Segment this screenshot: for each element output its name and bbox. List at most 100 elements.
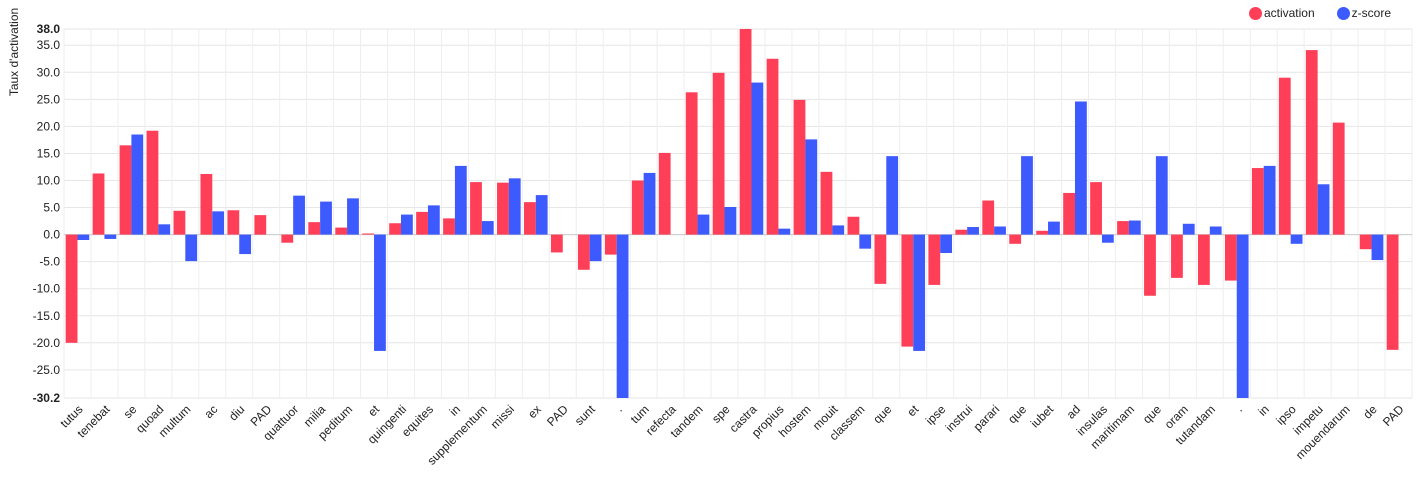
bar-z-score-27[interactable]	[805, 139, 818, 235]
bar-activation-2[interactable]	[119, 145, 132, 235]
bar-activation-8[interactable]	[281, 234, 294, 243]
bar-activation-29[interactable]	[847, 216, 860, 235]
bar-activation-43[interactable]	[1224, 234, 1237, 281]
bar-z-score-10[interactable]	[347, 198, 359, 235]
bar-z-score-21[interactable]	[643, 172, 656, 235]
bar-activation-10[interactable]	[335, 227, 348, 235]
bar-z-score-17[interactable]	[535, 195, 548, 235]
bar-activation-1[interactable]	[92, 173, 105, 235]
bar-activation-27[interactable]	[793, 99, 806, 235]
bar-activation-36[interactable]	[1036, 230, 1049, 235]
bar-activation-40[interactable]	[1144, 234, 1156, 296]
bar-z-score-23[interactable]	[697, 214, 710, 235]
bar-activation-19[interactable]	[577, 234, 590, 270]
bar-z-score-44[interactable]	[1263, 165, 1276, 235]
bar-z-score-0[interactable]	[77, 234, 90, 241]
bar-activation-0[interactable]	[65, 234, 78, 343]
bar-activation-31[interactable]	[901, 234, 914, 347]
bar-activation-22[interactable]	[658, 152, 671, 235]
bar-activation-3[interactable]	[146, 130, 159, 235]
bar-activation-34[interactable]	[982, 200, 995, 235]
bar-z-score-32[interactable]	[940, 234, 952, 253]
bar-activation-12[interactable]	[389, 223, 401, 235]
bar-activation-45[interactable]	[1278, 77, 1291, 235]
bar-z-score-48[interactable]	[1371, 234, 1384, 261]
bar-activation-46[interactable]	[1305, 50, 1318, 235]
legend-item-activation[interactable]: activation	[1248, 6, 1315, 20]
bar-z-score-19[interactable]	[589, 234, 602, 262]
bar-z-score-6[interactable]	[239, 234, 252, 255]
bar-z-score-34[interactable]	[994, 226, 1006, 235]
bar-activation-42[interactable]	[1198, 234, 1210, 285]
bar-activation-15[interactable]	[470, 182, 482, 235]
bar-z-score-28[interactable]	[832, 225, 845, 235]
bar-z-score-9[interactable]	[320, 201, 332, 235]
bar-z-score-11[interactable]	[374, 234, 386, 351]
bar-activation-9[interactable]	[308, 222, 321, 235]
bar-z-score-45[interactable]	[1290, 234, 1303, 244]
bar-z-score-26[interactable]	[778, 228, 791, 235]
bar-activation-14[interactable]	[443, 218, 455, 235]
legend-item-z-score[interactable]: z-score	[1336, 6, 1391, 20]
x-tick-label: ex	[525, 402, 544, 421]
bar-z-score-20[interactable]	[616, 234, 629, 398]
bar-z-score-1[interactable]	[104, 234, 117, 239]
bar-activation-23[interactable]	[685, 92, 698, 235]
bar-activation-18[interactable]	[550, 234, 563, 253]
bar-z-score-36[interactable]	[1048, 221, 1060, 235]
bar-z-score-14[interactable]	[454, 165, 467, 235]
bar-z-score-25[interactable]	[751, 82, 764, 235]
bar-activation-32[interactable]	[928, 234, 941, 285]
bar-z-score-29[interactable]	[859, 234, 872, 249]
bar-activation-44[interactable]	[1251, 168, 1264, 235]
bar-activation-21[interactable]	[631, 180, 644, 235]
bar-activation-17[interactable]	[524, 202, 536, 235]
bar-z-score-30[interactable]	[886, 156, 899, 235]
bar-z-score-13[interactable]	[427, 205, 440, 235]
bar-activation-39[interactable]	[1117, 221, 1129, 235]
bar-activation-28[interactable]	[820, 171, 833, 235]
bar-activation-20[interactable]	[604, 234, 617, 255]
bar-z-score-15[interactable]	[481, 221, 494, 235]
bar-activation-33[interactable]	[955, 229, 968, 235]
bar-activation-38[interactable]	[1090, 182, 1102, 235]
bar-activation-11[interactable]	[362, 233, 375, 235]
bar-activation-47[interactable]	[1332, 122, 1345, 235]
bar-z-score-46[interactable]	[1317, 184, 1330, 235]
bar-z-score-8[interactable]	[293, 195, 305, 235]
bar-activation-48[interactable]	[1359, 234, 1372, 250]
bar-z-score-2[interactable]	[131, 134, 144, 235]
bar-activation-24[interactable]	[712, 72, 725, 235]
bar-z-score-41[interactable]	[1182, 223, 1195, 235]
bar-activation-37[interactable]	[1063, 192, 1075, 235]
bar-activation-41[interactable]	[1171, 234, 1183, 278]
bar-activation-35[interactable]	[1009, 234, 1022, 244]
bar-z-score-37[interactable]	[1075, 101, 1087, 235]
bar-activation-4[interactable]	[173, 210, 186, 235]
bar-z-score-16[interactable]	[508, 178, 521, 235]
bar-z-score-24[interactable]	[724, 207, 737, 235]
legend-label-z-score: z-score	[1351, 6, 1391, 20]
bar-activation-7[interactable]	[254, 215, 267, 235]
bar-activation-26[interactable]	[766, 58, 779, 235]
bar-activation-5[interactable]	[200, 174, 213, 235]
bar-z-score-38[interactable]	[1101, 234, 1114, 243]
bar-z-score-39[interactable]	[1128, 220, 1141, 235]
bar-z-score-42[interactable]	[1209, 226, 1222, 235]
bar-z-score-31[interactable]	[913, 234, 926, 351]
bar-z-score-33[interactable]	[967, 227, 979, 235]
bar-z-score-4[interactable]	[185, 234, 198, 262]
bar-activation-16[interactable]	[497, 182, 509, 235]
bar-z-score-43[interactable]	[1236, 234, 1249, 398]
bar-activation-6[interactable]	[227, 210, 240, 235]
bar-activation-25[interactable]	[739, 29, 752, 235]
bar-activation-13[interactable]	[416, 211, 428, 235]
y-tick-label: 5.0	[43, 201, 60, 215]
bar-z-score-12[interactable]	[401, 214, 413, 235]
bar-z-score-40[interactable]	[1155, 156, 1168, 235]
bar-activation-49[interactable]	[1386, 234, 1399, 350]
bar-z-score-5[interactable]	[212, 211, 225, 235]
bar-activation-30[interactable]	[874, 234, 887, 284]
bar-z-score-35[interactable]	[1021, 156, 1033, 235]
bar-z-score-3[interactable]	[158, 224, 171, 235]
